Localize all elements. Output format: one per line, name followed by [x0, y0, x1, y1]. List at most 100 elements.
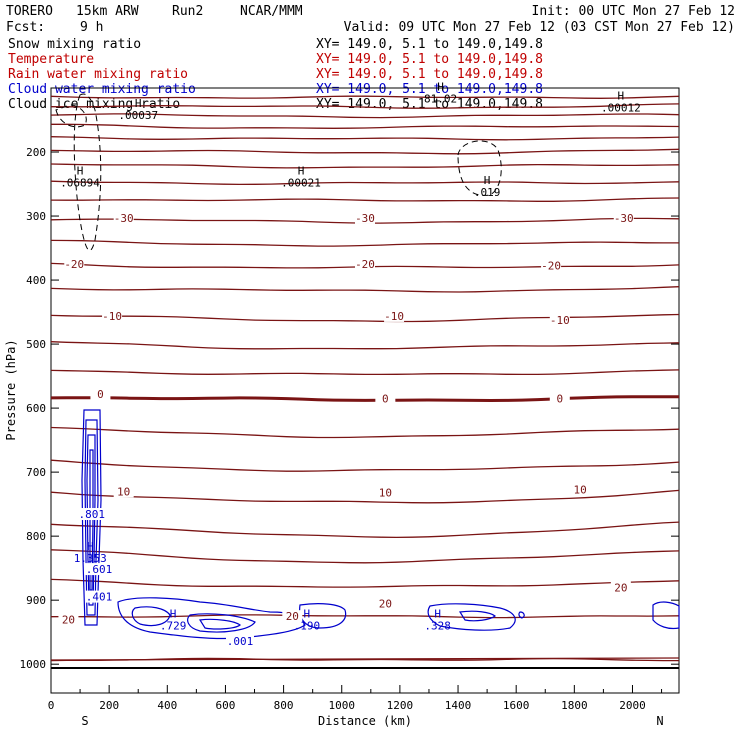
y-axis-label: Pressure (hPa)	[4, 339, 18, 440]
water-contour-2	[187, 613, 256, 633]
high-marker-4: H	[618, 90, 625, 103]
temp-label-2: -30	[614, 212, 634, 225]
field-xy-0: XY= 149.0, 5.1 to 149.0,149.8	[316, 37, 543, 52]
x-tick-label-4: 800	[274, 699, 294, 712]
x-tick-label-1: 200	[99, 699, 119, 712]
ice-contour-0	[73, 93, 102, 251]
surface-isotherm	[50, 657, 680, 661]
plot-border	[50, 87, 680, 694]
temp-label-bg-1	[355, 211, 375, 224]
isotherm-4	[50, 136, 680, 141]
x-tick-label-10: 2000	[619, 699, 646, 712]
y-tick-label-5: 700	[26, 466, 46, 479]
x-end-label-north: N	[656, 714, 663, 728]
high-value-2: .00021	[281, 176, 321, 189]
header-org: NCAR/MMM	[240, 4, 303, 19]
temp-label-13: 10	[379, 487, 392, 500]
y-tick-label-0: 200	[26, 146, 46, 159]
water-contour-6	[458, 610, 496, 622]
high-marker-6: H	[87, 540, 94, 553]
temp-label-bg-14	[570, 483, 591, 496]
temp-label-6: -10	[102, 310, 122, 323]
isotherm-6	[50, 163, 680, 169]
isotherm-21	[50, 549, 680, 564]
isotherm-13	[50, 313, 680, 323]
isotherm-8	[50, 197, 680, 202]
temp-label-12: 10	[117, 485, 130, 498]
field-xy-1: XY= 149.0, 5.1 to 149.0,149.8	[316, 52, 543, 67]
temp-label-bg-8	[549, 313, 570, 326]
x-tick-label-8: 1600	[503, 699, 530, 712]
contour-labels-group: -30 -30 -30 -20 -20 -20 -10 -10 -10 0 0 0 10 10 10 20 20…	[58, 211, 634, 648]
temp-label-1: -30	[355, 212, 375, 225]
temp-label-5: -20	[541, 259, 561, 272]
temp-label-bg-3	[64, 258, 85, 271]
temp-label-bg-7	[384, 309, 405, 322]
water-label-1: .601	[86, 563, 113, 576]
cloud-water-contours	[81, 409, 680, 640]
temp-label-bg-6	[102, 309, 123, 322]
water-column-2	[86, 434, 96, 606]
x-tick-label-9: 1800	[561, 699, 588, 712]
temp-label-bg-17	[375, 597, 396, 610]
temp-label-11: 0	[556, 393, 563, 406]
water-contour-0	[117, 597, 306, 640]
water-contour-3	[198, 618, 241, 630]
y-tick-label-4: 600	[26, 402, 46, 415]
high-marker-7: H	[170, 607, 177, 620]
isotherm-22	[50, 578, 680, 588]
field-name-0: Snow mixing ratio	[8, 37, 141, 52]
header-fcst-value: 9 h	[80, 20, 103, 35]
temp-label-bg-4	[355, 258, 375, 271]
temp-label-bg-12	[113, 485, 134, 498]
water-label-bg-0	[77, 508, 106, 521]
high-value-8: .190	[294, 619, 321, 632]
y-tick-label-1: 300	[26, 210, 46, 223]
y-tick-label-7: 900	[26, 594, 46, 607]
temp-label-10: 0	[382, 393, 389, 406]
high-value-7: .729	[160, 619, 187, 632]
temp-label-bg-18	[610, 581, 631, 594]
temp-label-8: -10	[550, 314, 570, 327]
header-resolution: 15km ARW	[76, 4, 139, 19]
high-marker-0: H	[135, 97, 142, 110]
temp-label-bg-5	[541, 259, 562, 272]
x-axis: 0 200 400 600 800 1000 1200 1400 1600 1800 2000	[48, 685, 663, 712]
temp-label-15: 20	[62, 613, 75, 626]
temp-label-18: 20	[614, 581, 627, 594]
temp-label-16: 20	[286, 610, 299, 623]
isotherm-12	[50, 286, 680, 293]
isotherm-18	[50, 459, 680, 472]
header-run: Run2	[172, 4, 203, 19]
high-value-1: .06894	[60, 176, 100, 189]
temp-label-9: 0	[97, 388, 104, 401]
isotherms-group	[50, 95, 680, 662]
isotherm-3	[51, 123, 680, 129]
field-name-2: Rain water mixing ratio	[8, 67, 188, 82]
header-model: TORERO	[6, 4, 53, 19]
water-column-0	[81, 409, 102, 626]
water-contour-7	[652, 601, 680, 630]
field-name-3: Cloud water mixing ratio	[8, 82, 196, 97]
isotherm-14	[50, 341, 680, 350]
x-tick-label-3: 600	[216, 699, 236, 712]
temp-label-bg-13	[375, 486, 396, 499]
high-value-9: .328	[424, 619, 451, 632]
temp-label-3: -20	[64, 258, 84, 271]
x-tick-label-0: 0	[48, 699, 55, 712]
temp-label-bg-16	[282, 610, 303, 623]
temp-label-bg-11	[549, 392, 570, 405]
high-marker-9: H	[434, 607, 441, 620]
isotherm-0	[50, 95, 680, 99]
temp-label-4: -20	[355, 258, 375, 271]
temp-label-7: -10	[384, 310, 404, 323]
temp-label-14: 10	[574, 483, 587, 496]
water-label-2: .401	[86, 591, 113, 604]
isotherm-15	[50, 369, 680, 376]
high-value-5: 81.02	[424, 93, 457, 106]
temp-label-bg-9	[90, 388, 111, 401]
x-tick-label-6: 1200	[387, 699, 414, 712]
